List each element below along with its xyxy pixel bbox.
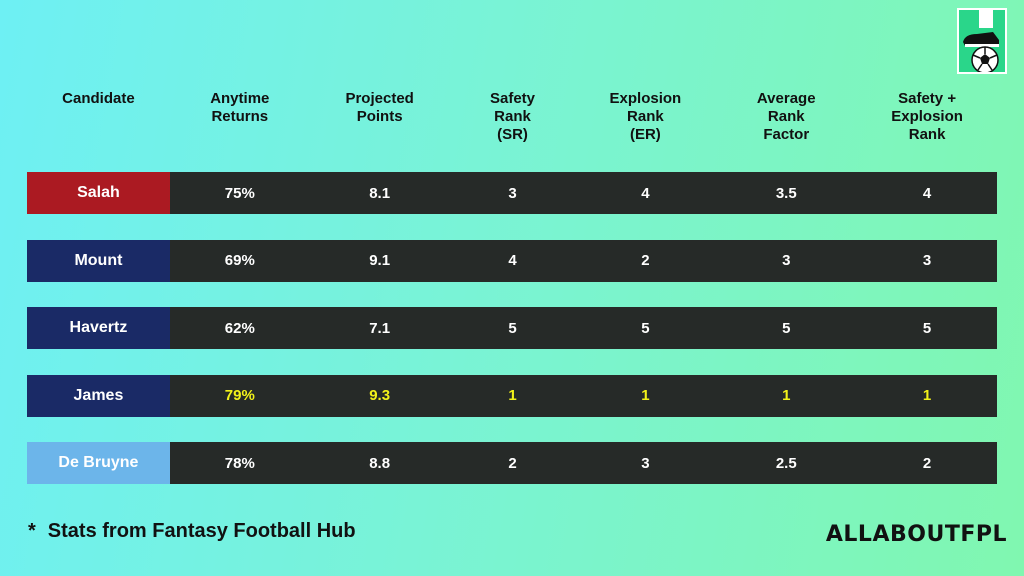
table-cell: 8.8 [369,454,391,472]
footnote-star: * [28,520,36,542]
table-cell: 7.1 [369,319,391,337]
table-cell: 4 [508,252,517,269]
table-cell: 5 [782,319,791,337]
footnote-text: Stats from Fantasy Football Hub [47,520,356,542]
table-cell: 8.1 [369,184,391,202]
table-row: De Bruyne 78% 8.8 2 3 2.5 2 [27,442,997,484]
table-cell: 5 [508,319,517,337]
table-cell: 1 [508,387,517,404]
table-row: James 79% 9.3 1 1 1 1 [27,374,997,417]
table-cell: 4 [641,184,650,202]
table-row: Havertz 62% 7.1 5 5 5 5 [27,307,997,349]
header-anytime-returns: Anytime Returns [210,90,270,125]
table-cell: 1 [922,387,932,404]
table-row: Mount 69% 9.1 4 2 3 3 [27,239,997,282]
table-cell: 79% [224,387,255,404]
table-cell: 3 [922,252,932,269]
table-cell: 2.5 [775,454,797,472]
table-row: Salah 75% 8.1 3 4 3.5 4 [27,172,997,214]
table-cell: 2 [922,454,932,472]
table-cell: 2 [508,454,517,472]
table-header: Candidate Anytime Returns Projected Poin… [27,90,997,150]
candidate-name: Salah [27,172,170,214]
table-cell: 5 [641,319,650,337]
table-body: Salah 75% 8.1 3 4 3.5 4 Mount 69% 9.1 4 2 3 3 Havertz 6… [27,172,997,510]
header-projected-points: Projected Points [345,90,414,125]
candidate-name: Mount [27,239,170,282]
table-cell: 2 [641,252,650,269]
table-cell: 62% [224,319,255,337]
table-cell: 3 [641,454,650,472]
candidate-name: Havertz [27,307,170,349]
table-cell: 1 [782,387,791,404]
table-cell: 1 [641,387,650,404]
table-cell: 3.5 [775,184,797,202]
footnote: * Stats from Fantasy Football Hub [28,520,356,543]
table-cell: 69% [224,252,255,269]
header-explosion-rank: Explosion Rank (ER) [609,90,682,143]
table-cell: 9.1 [369,252,391,269]
table-cell: 9.3 [369,387,391,404]
header-candidate: Candidate [62,90,135,107]
candidate-name: James [27,374,170,417]
table-cell: 3 [782,252,791,269]
table-cell: 4 [922,184,932,202]
header-average-rank-factor: Average Rank Factor [756,90,816,143]
candidate-name: De Bruyne [27,442,170,484]
boot-and-ball-icon [957,8,1007,74]
table-cell: 3 [508,184,517,202]
table-cell: 75% [224,184,255,202]
table-cell: 78% [224,454,255,472]
header-safety-rank: Safety Rank (SR) [490,90,536,143]
header-safety-explosion-rank: Safety + Explosion Rank [891,90,963,143]
brand-logo: ALLABOUTFPL [825,522,1007,547]
table-cell: 5 [922,319,932,337]
